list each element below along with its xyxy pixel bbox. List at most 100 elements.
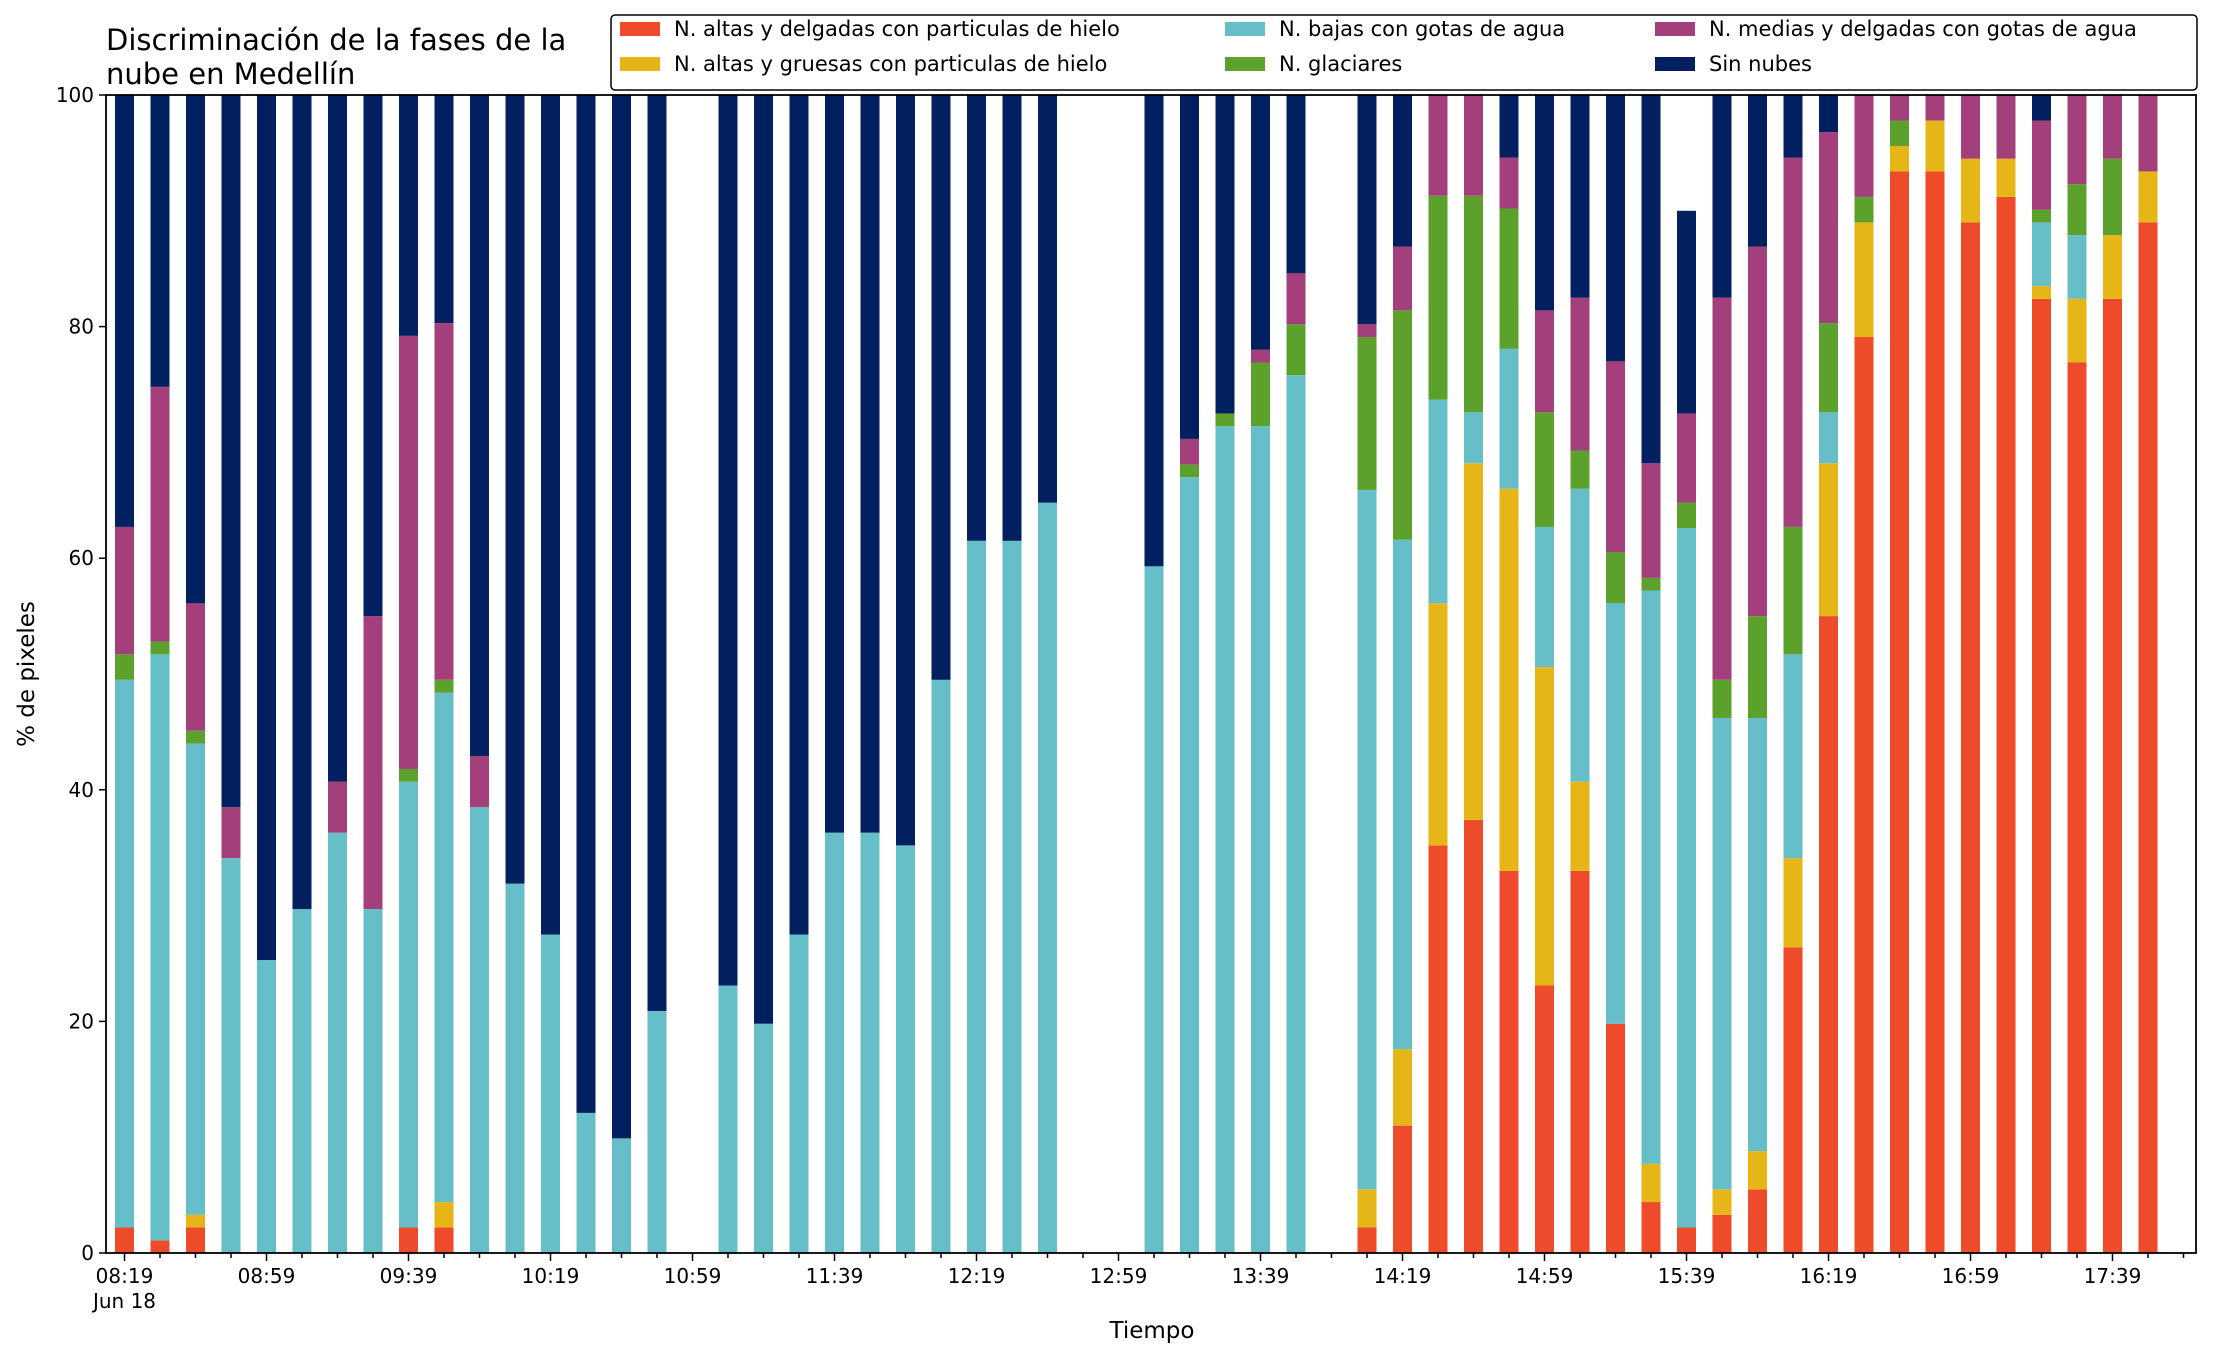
bar-segment (399, 335, 418, 769)
bar-segment (1641, 463, 1661, 578)
bar-segment (115, 1227, 134, 1253)
x-tick-label: 12:19 (948, 1264, 1006, 1288)
bar-segment (2032, 286, 2051, 299)
bar-segment (1783, 858, 1803, 948)
bar-segment (1215, 426, 1235, 1253)
bar-segment (1819, 616, 1838, 1253)
bar-segment (1854, 196, 1874, 223)
bar-segment (434, 692, 454, 1203)
bar-segment (1428, 603, 1448, 846)
bar-segment (825, 95, 844, 833)
x-tick-label: 10:59 (664, 1264, 722, 1288)
bar-segment (541, 95, 560, 935)
bar-segment (1251, 426, 1270, 1253)
bar-segment (1464, 412, 1483, 464)
bar-segment (1499, 208, 1519, 349)
bar-segment (1890, 95, 1909, 121)
bar-segment (789, 95, 809, 935)
bar-segment (1570, 488, 1590, 782)
x-date-label: Jun 18 (91, 1289, 156, 1313)
bar-segment (576, 95, 596, 1113)
bar-segment (1712, 718, 1732, 1190)
bar-segment (186, 1227, 205, 1253)
bar-segment (1712, 1189, 1732, 1215)
bar-segment (1961, 95, 1980, 159)
bar-segment (1996, 95, 2016, 159)
bar-segment (1002, 540, 1022, 1253)
bar-segment (2103, 235, 2122, 299)
bar-segment (470, 756, 489, 808)
bar-segment (1464, 195, 1483, 413)
bar-segment (1428, 399, 1448, 604)
bar-segment (2103, 298, 2122, 1253)
legend-label: Sin nubes (1709, 52, 1812, 76)
bar-segment (399, 781, 418, 1228)
bar-segment (647, 95, 667, 1011)
bar-segment (1677, 210, 1696, 414)
bar-segment (1570, 297, 1590, 451)
bar-segment (2032, 120, 2051, 210)
bar-segment (1428, 195, 1448, 400)
x-tick-label: 14:19 (1374, 1264, 1432, 1288)
bar-segment (186, 95, 205, 604)
legend-label: N. glaciares (1279, 52, 1402, 76)
bar-segment (1748, 616, 1767, 718)
bar-segment (1925, 95, 1945, 121)
bar-segment (1144, 95, 1164, 567)
bar-segment (1180, 464, 1199, 478)
bar-segment (1925, 171, 1945, 1254)
bar-segment (1677, 528, 1696, 1228)
bar-segment (1180, 438, 1199, 465)
bar-segment (2067, 95, 2087, 185)
bar-segment (1606, 1023, 1625, 1253)
bar-segment (1570, 781, 1590, 871)
bar-segment (186, 730, 205, 744)
bar-segment (1783, 654, 1803, 859)
bar-segment (470, 807, 489, 1253)
bar-segment (1499, 488, 1519, 871)
bar-segment (2032, 209, 2051, 223)
bar-segment (1215, 413, 1235, 427)
bar-segment (1393, 1125, 1412, 1253)
bar-segment (1428, 845, 1448, 1253)
bar-segment (967, 540, 986, 1253)
bar-segment (1748, 1151, 1767, 1190)
bar-segment (1783, 947, 1803, 1253)
legend-swatch (1225, 22, 1265, 36)
bar-segment (1890, 171, 1909, 1254)
bar-segment (1748, 95, 1767, 247)
bar-segment (612, 95, 631, 1139)
bar-segment (1819, 132, 1838, 324)
bar-segment (221, 858, 241, 1253)
y-tick-label: 40 (69, 778, 94, 802)
x-tick-label: 17:39 (2084, 1264, 2142, 1288)
bar-segment (1357, 489, 1377, 1190)
x-tick-label: 13:39 (1232, 1264, 1290, 1288)
bar-segment (541, 934, 560, 1253)
x-tick-label: 11:39 (806, 1264, 864, 1288)
bar-segment (1819, 323, 1838, 413)
bar-segment (647, 1010, 667, 1253)
bar-segment (399, 768, 418, 782)
x-tick-label: 09:39 (380, 1264, 438, 1288)
bar-segment (505, 883, 525, 1253)
bar-segment (1286, 375, 1306, 1253)
bar-segment (328, 95, 347, 782)
legend-swatch (620, 22, 660, 36)
bar-segment (150, 641, 170, 655)
bar-segment (612, 1138, 631, 1253)
bar-segment (754, 95, 773, 1024)
bar-segment (1393, 539, 1412, 1050)
bar-segment (718, 985, 738, 1253)
bar-segment (1180, 477, 1199, 1253)
bar-segment (1535, 985, 1554, 1253)
bar-segment (2067, 298, 2087, 363)
bar-segment (1393, 95, 1412, 247)
bar-segment (150, 654, 170, 1241)
bar-segment (1783, 157, 1803, 527)
bar-segment (1570, 95, 1590, 298)
bar-segment (1038, 502, 1057, 1253)
bar-segment (1357, 1189, 1377, 1228)
bar-segment (1606, 603, 1625, 1024)
